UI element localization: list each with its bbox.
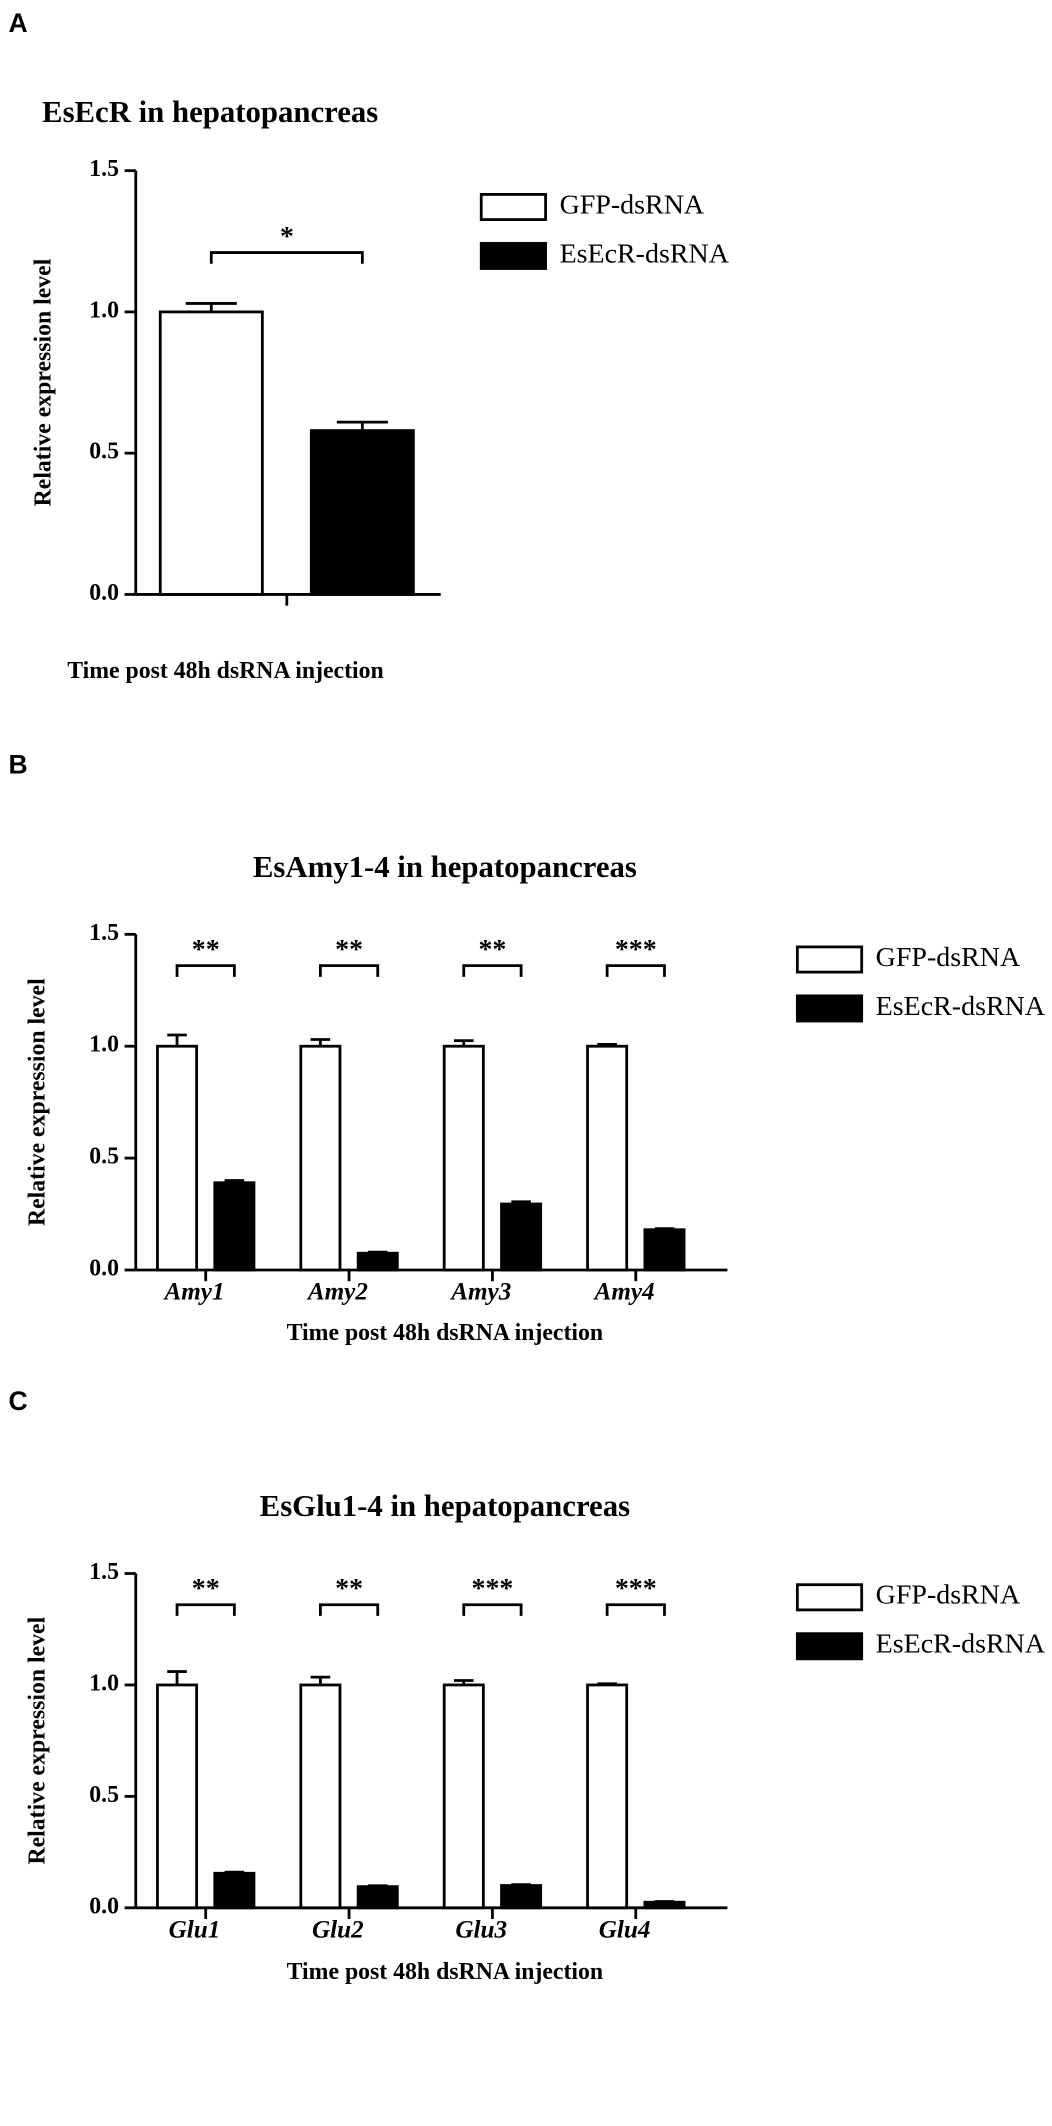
x-axis-label: Time post 48h dsRNA injection	[67, 658, 383, 684]
bar	[158, 310, 264, 596]
bar	[500, 1884, 543, 1910]
bar	[213, 1181, 256, 1272]
y-axis-label: Relative expression level	[30, 258, 56, 506]
y-tick-label: 0.0	[89, 1255, 119, 1281]
bar	[299, 1683, 342, 1910]
significance-label: ***	[615, 934, 657, 965]
significance-label: **	[335, 1573, 363, 1604]
significance-bracket	[318, 964, 380, 977]
bar	[442, 1683, 485, 1910]
y-tick-label: 1.5	[89, 156, 119, 182]
x-axis-label: Time post 48h dsRNA injection	[287, 1959, 603, 1985]
legend-swatch	[795, 994, 864, 1023]
legend-label: EsEcR-dsRNA	[560, 238, 729, 269]
legend-swatch	[479, 241, 547, 270]
bar	[500, 1202, 543, 1272]
significance-label: **	[478, 934, 506, 965]
y-tick-label: 0.5	[89, 1144, 119, 1170]
bar	[586, 1044, 629, 1272]
significance-bracket	[175, 1603, 236, 1616]
x-tick-label: Amy2	[306, 1279, 368, 1306]
significance-bracket	[318, 1603, 380, 1616]
chart-title: EsAmy1-4 in hepatopancreas	[253, 850, 637, 884]
x-tick-label: Amy3	[449, 1279, 511, 1306]
y-tick-label: 0.0	[89, 580, 119, 606]
x-tick-label: Glu1	[169, 1916, 221, 1943]
x-tick-label: Glu3	[455, 1916, 507, 1943]
bar	[309, 429, 415, 596]
significance-bracket	[605, 1603, 666, 1616]
y-tick-label: 1.5	[89, 920, 119, 946]
y-axis-label: Relative expression level	[25, 978, 51, 1226]
legend-label: GFP-dsRNA	[560, 189, 705, 220]
chart-title: EsEcR in hepatopancreas	[42, 95, 378, 129]
x-axis-label: Time post 48h dsRNA injection	[287, 1320, 603, 1346]
x-tick-label: Amy1	[162, 1279, 224, 1306]
significance-label: **	[335, 934, 363, 965]
bar	[356, 1885, 399, 1910]
legend-swatch	[479, 193, 547, 221]
significance-label: **	[192, 934, 220, 965]
panel-label: B	[8, 749, 27, 779]
y-tick-label: 1.0	[89, 1670, 119, 1696]
significance-label: **	[192, 1573, 220, 1604]
significance-bracket	[462, 964, 523, 977]
significance-label: ***	[615, 1573, 657, 1604]
significance-bracket	[605, 964, 666, 977]
y-axis-label: Relative expression level	[25, 1616, 51, 1864]
bar	[213, 1871, 256, 1910]
significance-label: ***	[471, 1573, 513, 1604]
legend-swatch	[795, 945, 864, 974]
y-tick-label: 1.0	[89, 1032, 119, 1058]
bar	[643, 1228, 686, 1272]
bar	[356, 1251, 399, 1272]
y-tick-label: 1.0	[89, 297, 119, 323]
y-tick-label: 0.5	[89, 439, 119, 465]
bar	[586, 1683, 629, 1910]
y-tick-label: 0.0	[89, 1893, 119, 1919]
y-tick-label: 0.5	[89, 1782, 119, 1808]
significance-bracket	[462, 1603, 523, 1616]
legend-label: GFP-dsRNA	[876, 942, 1021, 973]
legend-label: EsEcR-dsRNA	[876, 1629, 1045, 1660]
legend-label: EsEcR-dsRNA	[876, 991, 1045, 1022]
bar	[643, 1900, 686, 1910]
legend-label: GFP-dsRNA	[876, 1580, 1021, 1611]
panel-label: A	[8, 8, 27, 38]
legend-swatch	[795, 1583, 864, 1612]
bar	[156, 1683, 199, 1910]
chart-title: EsGlu1-4 in hepatopancreas	[260, 1489, 630, 1523]
bar	[442, 1044, 485, 1272]
significance-bracket	[209, 251, 364, 264]
legend-swatch	[795, 1632, 864, 1661]
significance-bracket	[175, 964, 236, 977]
x-tick-label: Glu4	[599, 1916, 651, 1943]
x-tick-label: Amy4	[593, 1279, 655, 1306]
significance-label: *	[280, 221, 294, 252]
bar	[299, 1044, 342, 1272]
bar	[156, 1044, 199, 1272]
y-tick-label: 1.5	[89, 1559, 119, 1585]
x-tick-label: Glu2	[312, 1916, 364, 1943]
panel-label: C	[8, 1386, 27, 1416]
